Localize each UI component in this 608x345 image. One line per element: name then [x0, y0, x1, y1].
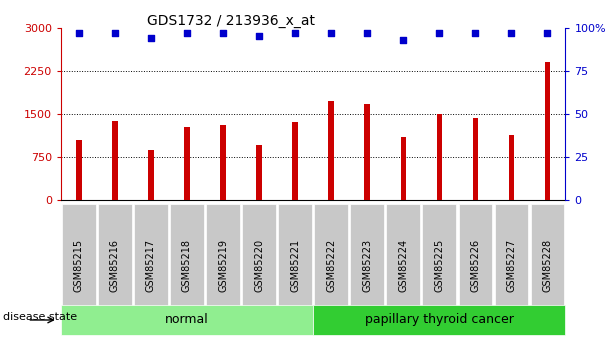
Bar: [148, 150, 154, 200]
Text: GSM85217: GSM85217: [146, 239, 156, 292]
Bar: [364, 104, 370, 200]
Text: GSM85219: GSM85219: [218, 239, 228, 292]
Text: GSM85218: GSM85218: [182, 239, 192, 292]
Point: [434, 30, 444, 36]
Text: GSM85226: GSM85226: [471, 239, 480, 292]
Point: [362, 30, 372, 36]
Bar: [472, 118, 478, 200]
Text: GSM85224: GSM85224: [398, 239, 408, 292]
Text: GSM85222: GSM85222: [326, 239, 336, 292]
Bar: [76, 140, 81, 200]
Bar: [437, 114, 442, 200]
Point: [182, 30, 192, 36]
Text: GDS1732 / 213936_x_at: GDS1732 / 213936_x_at: [147, 14, 315, 28]
Point: [290, 30, 300, 36]
Text: GSM85220: GSM85220: [254, 239, 264, 292]
Point: [471, 30, 480, 36]
Bar: [401, 137, 406, 200]
Point: [542, 30, 552, 36]
Point: [146, 35, 156, 41]
Text: GSM85216: GSM85216: [110, 239, 120, 292]
Text: GSM85223: GSM85223: [362, 239, 372, 292]
Point: [254, 33, 264, 39]
Text: GSM85221: GSM85221: [290, 239, 300, 292]
Point: [218, 30, 228, 36]
Text: papillary thyroid cancer: papillary thyroid cancer: [365, 314, 514, 326]
Text: GSM85227: GSM85227: [506, 239, 516, 292]
Text: GSM85215: GSM85215: [74, 239, 84, 292]
Bar: [545, 62, 550, 200]
Point: [326, 30, 336, 36]
Text: GSM85225: GSM85225: [434, 239, 444, 292]
Point: [506, 30, 516, 36]
Text: GSM85228: GSM85228: [542, 239, 553, 292]
Text: disease state: disease state: [3, 312, 77, 322]
Text: normal: normal: [165, 314, 209, 326]
Point: [110, 30, 120, 36]
Point: [398, 37, 408, 42]
Bar: [257, 146, 262, 200]
Point: [74, 30, 84, 36]
Bar: [184, 127, 190, 200]
Bar: [112, 121, 117, 200]
Bar: [220, 125, 226, 200]
Bar: [292, 122, 298, 200]
Bar: [509, 135, 514, 200]
Bar: [328, 101, 334, 200]
